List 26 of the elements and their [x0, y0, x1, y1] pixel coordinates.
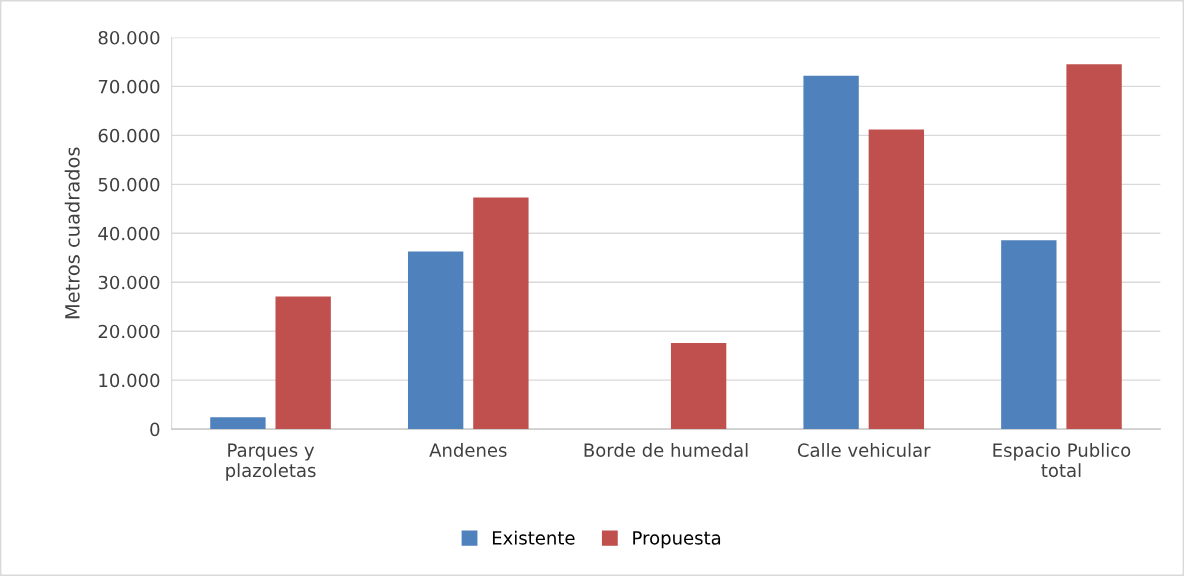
legend-label: Propuesta — [633, 531, 721, 549]
y-tick-label: 50.000 — [98, 177, 160, 192]
y-tick-label: 10.000 — [99, 373, 160, 388]
bar — [407, 251, 464, 430]
bar — [210, 417, 266, 430]
x-tick-label: Andenes — [429, 443, 507, 457]
y-tick-label: 70.000 — [98, 79, 160, 94]
y-tick-label: 0 — [150, 422, 160, 437]
y-tick-label: 30.000 — [98, 275, 160, 290]
bar — [275, 296, 331, 430]
y-axis-title: Metros cuadrados — [64, 147, 80, 319]
bar — [1066, 64, 1122, 430]
x-tick-label: Calle vehicular — [797, 443, 931, 457]
bar — [1001, 240, 1057, 430]
y-tick-label: 20.000 — [98, 324, 160, 339]
x-tick-label: Parques y plazoletas — [226, 443, 316, 481]
y-tick-label: 40.000 — [98, 226, 160, 241]
legend-label: Existente — [492, 530, 575, 545]
bar — [473, 197, 529, 430]
bar — [670, 342, 727, 430]
y-tick-label: 80.000 — [98, 30, 160, 45]
bar — [803, 75, 859, 430]
x-tick-label: Espacio Publico total — [993, 443, 1131, 478]
bar — [868, 129, 925, 430]
y-tick-label: 60.000 — [98, 128, 160, 143]
x-tick-label: Borde de humedal — [584, 443, 748, 457]
